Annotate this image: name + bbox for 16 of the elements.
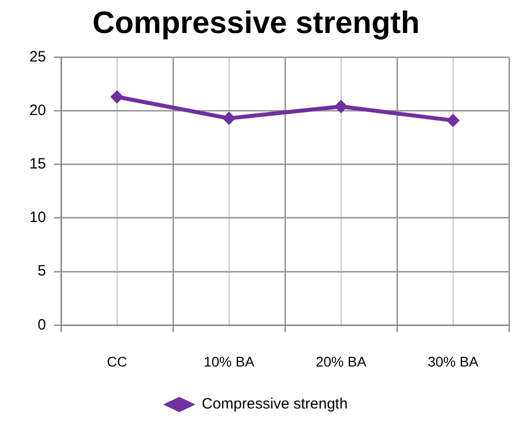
y-tick-label: 15 (29, 156, 46, 173)
point (334, 100, 348, 114)
point (446, 114, 460, 127)
x-tick-label: 10% BA (204, 353, 255, 370)
y-tick-label: 0 (38, 316, 46, 334)
y-tick-label: 20 (29, 102, 46, 119)
y-tick-label: 5 (38, 262, 46, 280)
point (110, 90, 124, 104)
x-tick-label: CC (106, 353, 128, 370)
x-tick-label: 30% BA (428, 353, 479, 370)
y-tick-label: 25 (29, 48, 46, 66)
legend-label: Compressive strength (202, 396, 348, 413)
x-tick-label: 20% BA (316, 353, 367, 370)
y-tick-label: 10 (29, 209, 46, 226)
chart-title: Compressive strength (92, 5, 420, 40)
point (222, 112, 236, 125)
